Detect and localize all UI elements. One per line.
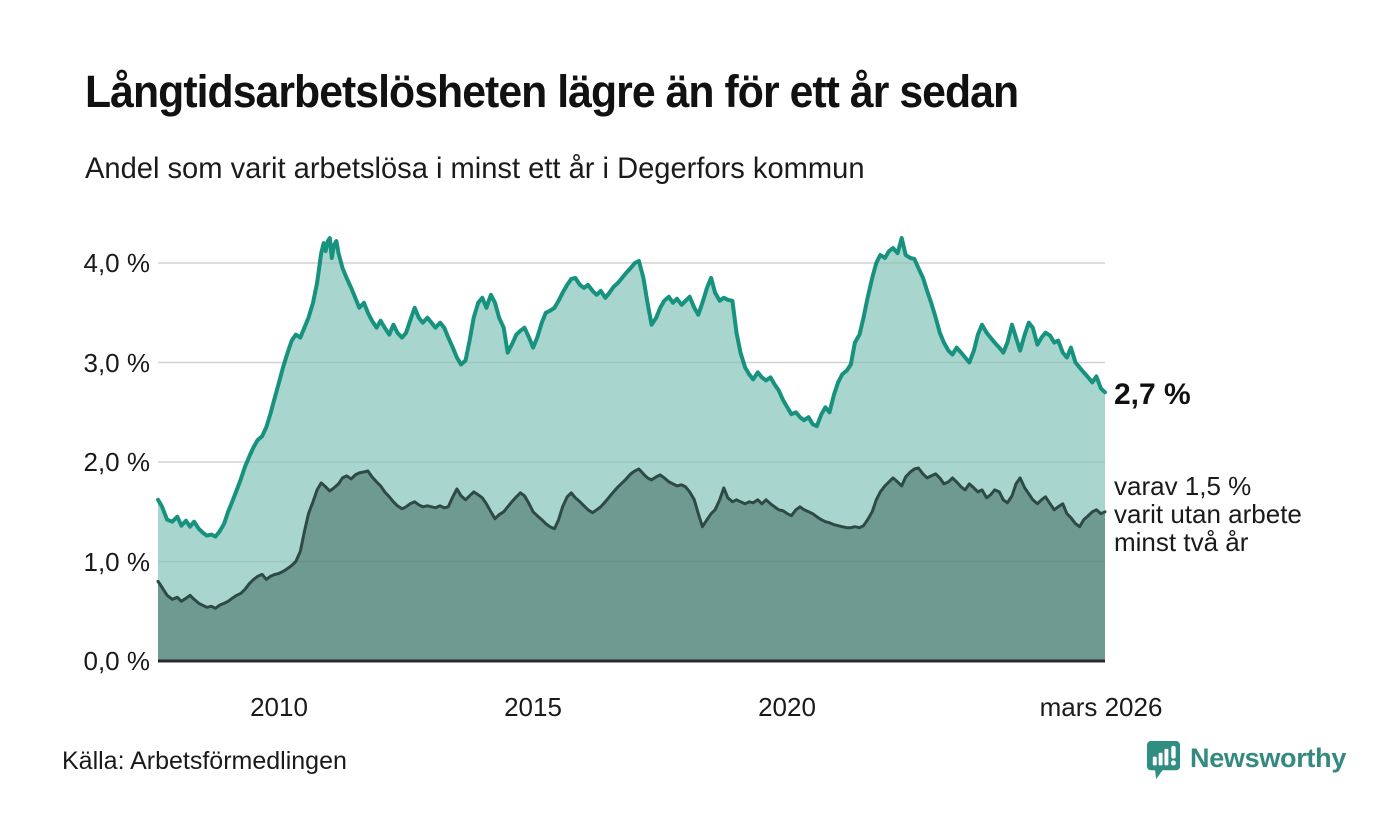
latest-value-label: 2,7 %	[1114, 378, 1191, 411]
newsworthy-logo-icon	[1146, 741, 1181, 779]
annotation-line-2: varit utan arbete	[1114, 499, 1302, 529]
line-two-years	[156, 466, 1107, 610]
y-tick-label: 1,0 %	[83, 546, 151, 577]
line-one-year	[156, 236, 1107, 539]
x-tick-label: 2020	[758, 692, 816, 722]
brand-name: Newsworthy	[1190, 743, 1347, 773]
y-tick-label: 2,0 %	[83, 447, 151, 477]
annotation-line-1: varav 1,5 %	[1114, 471, 1252, 501]
source-credit: Källa: Arbetsförmedlingen	[62, 747, 347, 775]
x-tick-label: 2015	[504, 692, 562, 722]
page-title: Långtidsarbetslösheten lägre än för ett …	[85, 66, 1019, 117]
annotation-line-3: minst två år	[1114, 527, 1249, 557]
area-two-years	[158, 468, 1105, 661]
brand-logo: Newsworthy	[1146, 740, 1346, 781]
y-tick-label: 4,0 %	[83, 248, 151, 278]
x-tick-label: 2010	[250, 692, 308, 722]
chart-subtitle: Andel som varit arbetslösa i minst ett å…	[85, 152, 865, 185]
x-tick-label: mars 2026	[1039, 692, 1163, 722]
y-tick-label: 3,0 %	[83, 347, 151, 378]
two-year-annotation: varav 1,5 % varit utan arbete minst två …	[1114, 472, 1302, 556]
y-tick-label: 0,0 %	[83, 646, 151, 676]
